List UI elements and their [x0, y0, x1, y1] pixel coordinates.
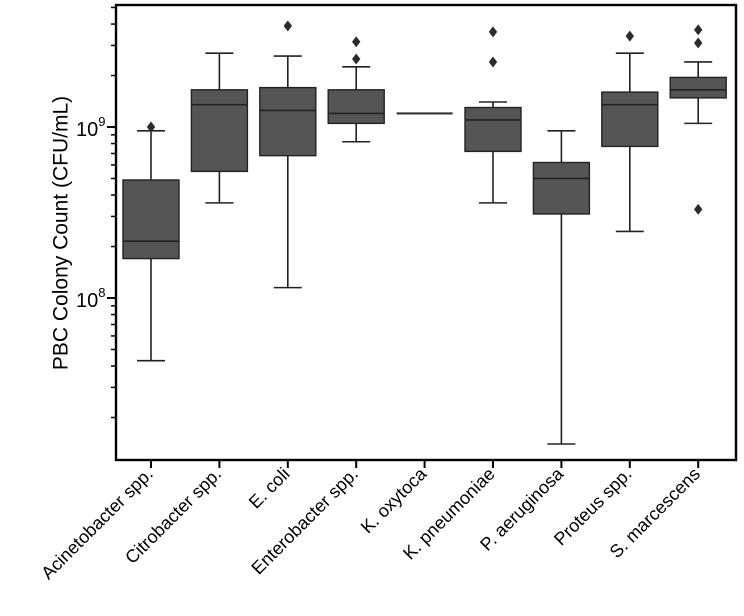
- box-group: [601, 30, 659, 233]
- box-group: [259, 20, 317, 289]
- outlier-point: [694, 203, 703, 215]
- x-tick-label: E. coli: [245, 464, 294, 513]
- outlier-point: [694, 24, 703, 36]
- outlier-point: [488, 26, 498, 38]
- iqr-box: [532, 161, 591, 215]
- box-group: [327, 36, 385, 143]
- iqr-box: [601, 91, 659, 148]
- plot-frame: [114, 3, 738, 462]
- box-group: [190, 52, 249, 204]
- y-tick-base: 10: [76, 119, 98, 141]
- outlier-point: [283, 20, 292, 32]
- iqr-box: [464, 106, 522, 153]
- x-tick-label: K. oxytoca: [357, 463, 431, 537]
- outlier-point: [694, 37, 703, 49]
- box-group: [122, 121, 180, 362]
- iqr-box: [259, 86, 317, 157]
- y-tick-label: 108: [76, 285, 105, 312]
- outlier-point: [146, 121, 156, 133]
- box-group: [532, 130, 591, 445]
- boxes: [122, 20, 727, 445]
- axis-ticks: [107, 6, 700, 468]
- iqr-box: [190, 89, 249, 173]
- x-tick-label: Acinetobacter spp.: [37, 464, 157, 584]
- iqr-box: [327, 89, 385, 125]
- outlier-point: [625, 30, 634, 42]
- y-tick-base: 10: [76, 290, 98, 312]
- iqr-box: [122, 179, 180, 260]
- outlier-point: [352, 53, 361, 65]
- box-group: [464, 26, 522, 204]
- iqr-box: [669, 76, 727, 99]
- y-tick-label: 109: [76, 114, 105, 141]
- y-axis-title: PBC Colony Count (CFU/mL): [50, 96, 73, 370]
- y-tick-exponent: 8: [98, 285, 105, 300]
- y-tick-exponent: 9: [98, 114, 105, 129]
- outlier-point: [352, 36, 361, 48]
- outlier-point: [488, 56, 498, 68]
- box-group: [669, 24, 727, 215]
